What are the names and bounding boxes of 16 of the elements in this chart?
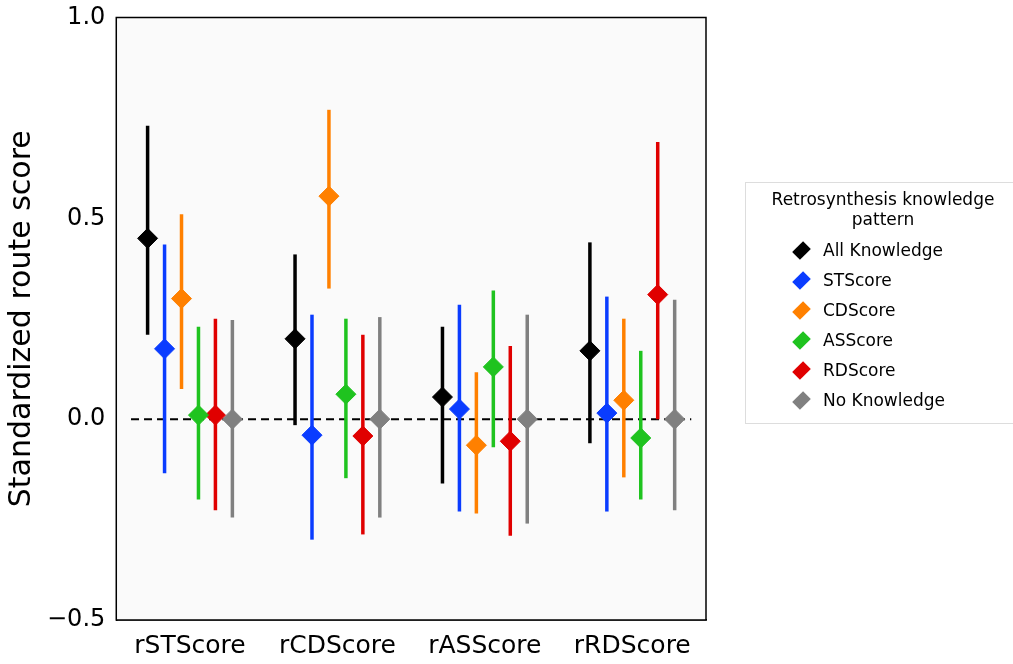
x-tick-label: rSTScore — [134, 629, 246, 659]
legend-label: ASScore — [823, 330, 894, 350]
legend-label: All Knowledge — [823, 240, 943, 260]
legend-label: CDScore — [823, 300, 896, 320]
x-tick-label: rASScore — [428, 629, 542, 659]
y-tick-label: 0.5 — [67, 202, 106, 231]
y-tick-label: −0.5 — [47, 604, 106, 633]
legend-label: No Knowledge — [823, 390, 945, 410]
x-tick-label: rCDScore — [278, 629, 396, 659]
legend-label: STScore — [823, 270, 892, 290]
y-axis-title: Standardized route score — [1, 130, 37, 508]
x-tick-label: rRDScore — [573, 629, 691, 659]
legend-title: Retrosynthesis knowledge pattern — [770, 189, 996, 229]
y-tick-label: 1.0 — [67, 1, 106, 30]
y-tick-label: 0.0 — [67, 403, 106, 432]
legend-label: RDScore — [823, 360, 896, 380]
